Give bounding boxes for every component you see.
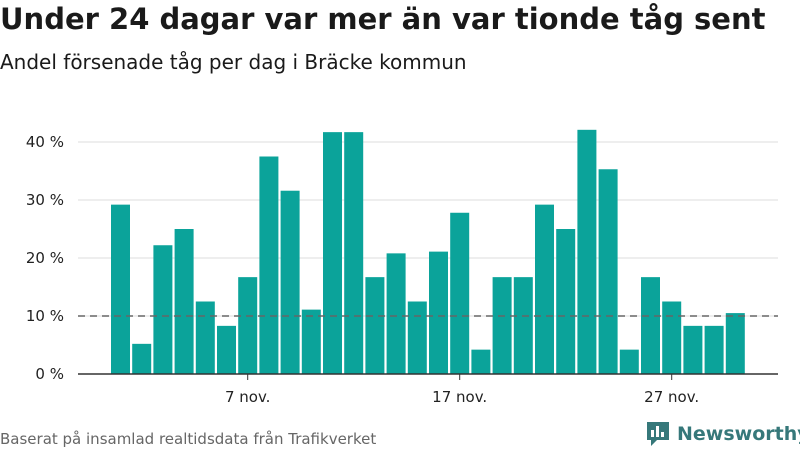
brand-logo[interactable]: Newsworthy (645, 420, 800, 448)
bar (641, 277, 660, 374)
bar (535, 204, 554, 374)
bar (344, 132, 364, 374)
y-tick-label: 40 % (26, 133, 64, 151)
bar (259, 156, 279, 374)
bar (174, 229, 194, 374)
bar (725, 313, 745, 374)
bar (132, 343, 152, 374)
bar (153, 245, 173, 374)
source-note: Baserat på insamlad realtidsdata från Tr… (0, 430, 377, 448)
bar (662, 301, 682, 374)
bar (111, 204, 130, 374)
bar (556, 229, 576, 374)
bar-chart: 0 % 10 % 20 % 30 % 40 % 7 nov. 17 nov. 27 nov. (26, 129, 778, 406)
bar (238, 277, 258, 374)
bar (323, 132, 342, 374)
chart-subtitle: Andel försenade tåg per dag i Bräcke kom… (0, 50, 467, 74)
bar (365, 277, 385, 374)
bar (450, 212, 470, 374)
chart-title: Under 24 dagar var mer än var tionde tåg… (0, 2, 766, 36)
bar (492, 277, 512, 374)
bars (111, 129, 745, 374)
y-tick-label: 20 % (26, 249, 64, 267)
x-tick-label: 7 nov. (225, 388, 270, 406)
x-tick-label: 17 nov. (432, 388, 487, 406)
bar (386, 253, 406, 374)
bar (407, 301, 427, 374)
bar (195, 301, 215, 374)
x-axis: 7 nov. 17 nov. 27 nov. (78, 373, 778, 406)
bar (280, 190, 300, 374)
bar (513, 277, 533, 374)
bar (683, 325, 703, 374)
y-tick-label: 10 % (26, 307, 64, 325)
bar (471, 349, 491, 374)
bar (704, 325, 724, 374)
brand-name: Newsworthy (677, 423, 800, 445)
bar (217, 325, 236, 374)
x-tick-label: 27 nov. (644, 388, 699, 406)
bar (301, 309, 321, 374)
bar (577, 129, 597, 374)
y-tick-label: 30 % (26, 191, 64, 209)
bar (429, 251, 448, 374)
bar (598, 169, 618, 374)
bar-chart-logo-icon (647, 422, 669, 446)
y-tick-label: 0 % (35, 365, 64, 383)
bar (619, 349, 639, 374)
y-axis: 0 % 10 % 20 % 30 % 40 % (26, 133, 64, 383)
